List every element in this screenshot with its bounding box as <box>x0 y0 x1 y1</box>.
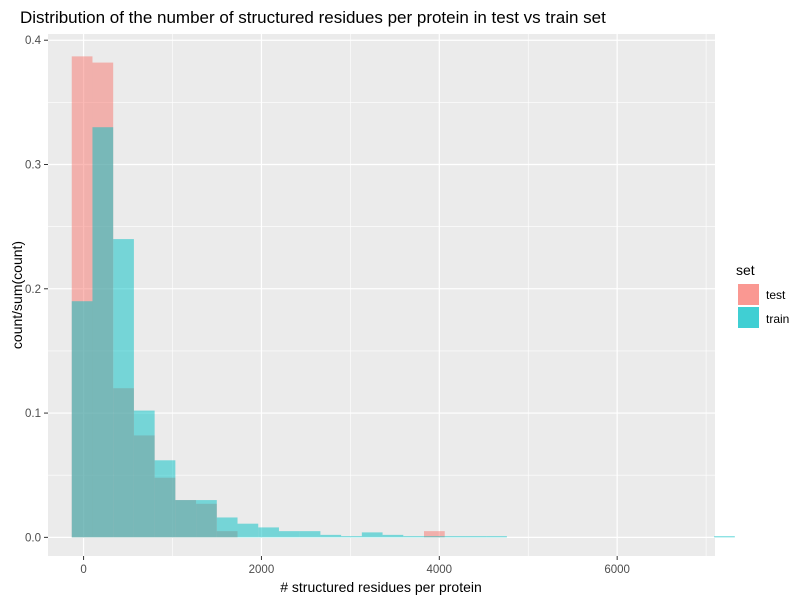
train-bar <box>341 536 362 538</box>
train-bar <box>154 460 176 538</box>
train-bar <box>424 536 445 538</box>
train-bar <box>465 536 487 538</box>
test-bar <box>424 531 445 538</box>
train-bar <box>133 410 155 538</box>
y-tick-label: 0.4 <box>25 35 42 47</box>
train-bar <box>299 531 321 538</box>
x-tick-label: 0 <box>80 564 86 576</box>
train-bar <box>361 532 383 538</box>
legend-key-train <box>738 307 759 328</box>
train-bar <box>175 500 197 538</box>
train-bar <box>382 534 404 538</box>
x-tick-label: 6000 <box>604 564 630 576</box>
train-bar <box>278 531 300 538</box>
y-tick-label: 0.0 <box>25 532 41 544</box>
y-tick-label: 0.3 <box>25 160 41 172</box>
legend-key-test <box>738 284 759 305</box>
legend-title: set <box>736 262 755 278</box>
train-bar <box>444 536 466 538</box>
legend-label-train: train <box>766 312 789 326</box>
x-axis-title: # structured residues per protein <box>280 579 482 595</box>
train-bar <box>92 127 114 538</box>
legend-label-test: test <box>766 288 786 302</box>
train-bar <box>216 517 238 538</box>
x-tick-label: 4000 <box>427 564 453 576</box>
train-bar <box>196 500 217 538</box>
train-bar <box>486 536 507 538</box>
train-bar <box>714 536 735 538</box>
train-bar <box>71 301 93 538</box>
legend: set test train <box>736 262 789 328</box>
chart-title: Distribution of the number of structured… <box>20 8 606 27</box>
x-tick-label: 2000 <box>249 564 275 576</box>
x-axis-ticks: 0 2000 4000 6000 <box>80 556 630 576</box>
train-series-bars <box>71 127 735 538</box>
y-tick-label: 0.2 <box>25 284 41 296</box>
train-bar <box>258 527 279 538</box>
y-axis-ticks: 0.0 0.1 0.2 0.3 0.4 <box>25 35 48 544</box>
minor-gridlines <box>48 34 715 556</box>
train-bar <box>237 523 259 538</box>
train-bar <box>320 534 342 538</box>
y-tick-label: 0.1 <box>25 408 41 420</box>
y-axis-title: count/sum(count) <box>9 241 25 349</box>
train-bar <box>403 536 425 538</box>
train-bar <box>113 239 134 538</box>
